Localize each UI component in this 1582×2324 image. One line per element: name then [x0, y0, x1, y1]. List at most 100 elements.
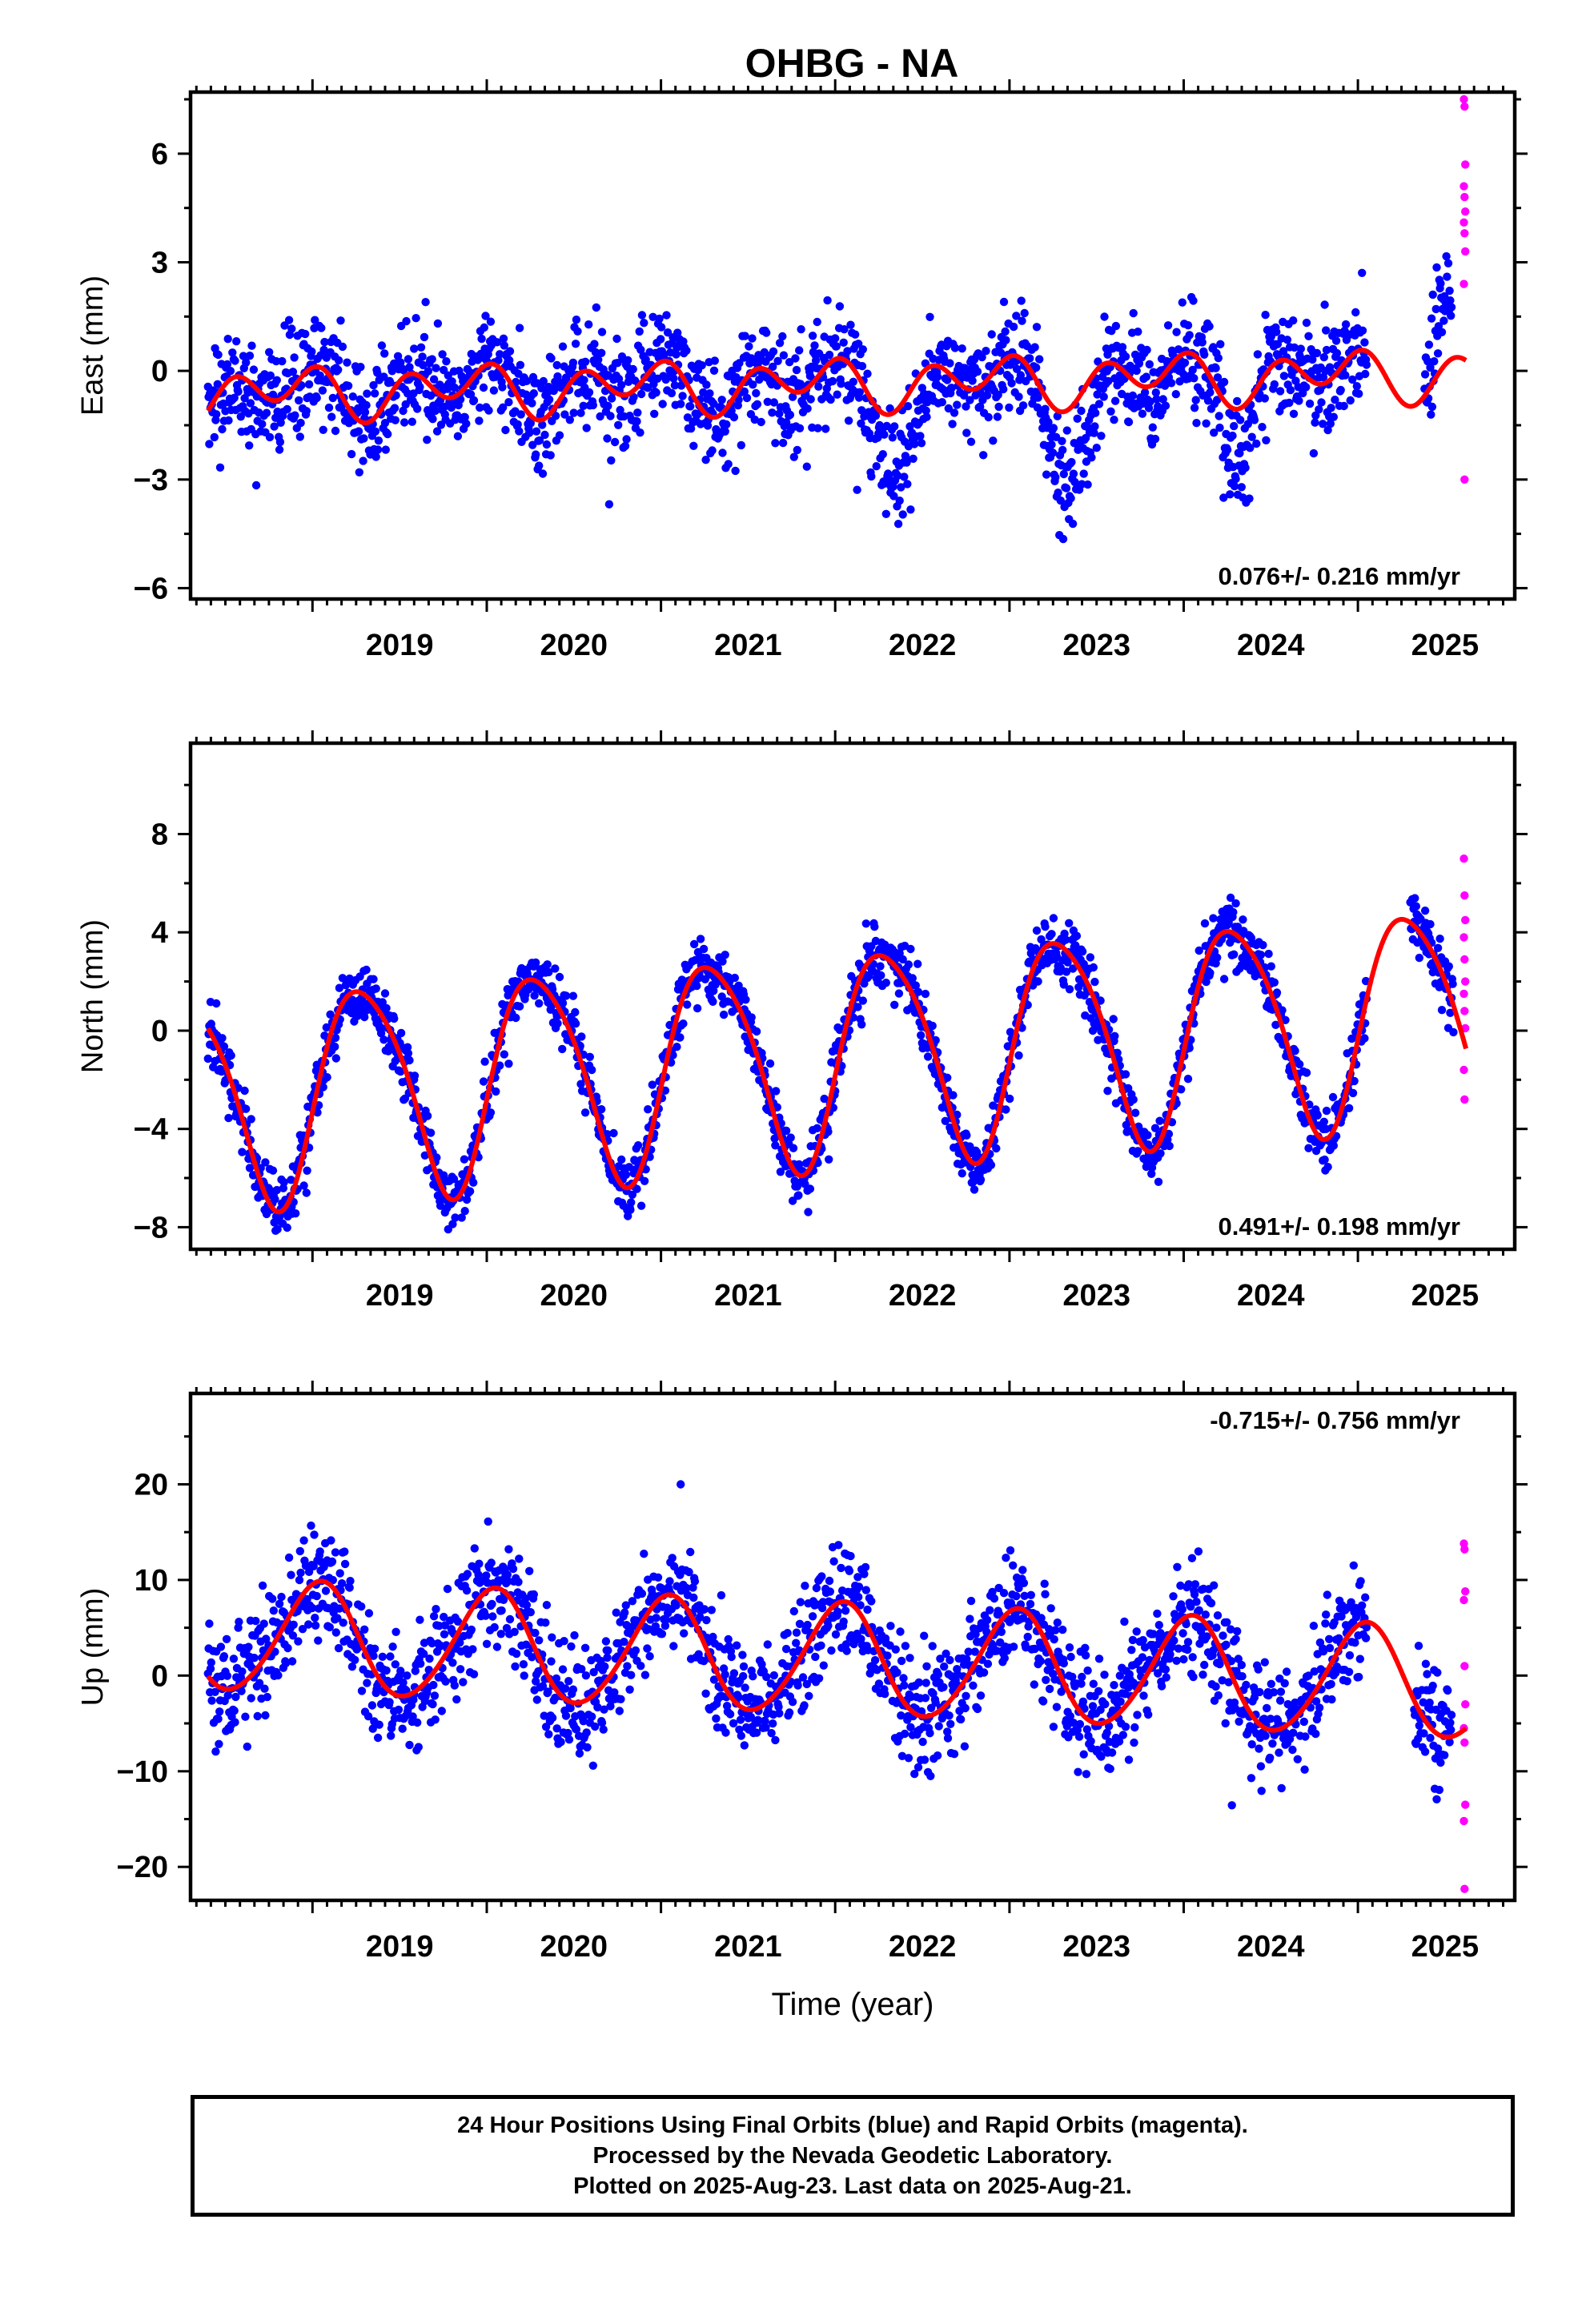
north-rapid-point [1460, 1065, 1468, 1075]
east-final-point [757, 417, 765, 427]
east-final-point [857, 362, 867, 371]
east-final-point [529, 389, 538, 398]
east-y-ticks [178, 98, 1528, 589]
east-final-point [1002, 336, 1010, 344]
east-final-point [462, 419, 471, 428]
east-final-point [239, 352, 248, 360]
east-final-point [888, 433, 897, 442]
east-final-point [565, 416, 574, 424]
east-final-point [542, 440, 552, 449]
east-final-point [369, 380, 378, 390]
up-final-point [544, 1687, 552, 1696]
east-rapid-point [1460, 102, 1469, 111]
up-final-point [514, 1578, 523, 1586]
east-final-point [1032, 323, 1042, 332]
north-final-point [789, 1144, 798, 1152]
north-y-tick-label: −4 [134, 1113, 168, 1147]
east-final-point [560, 410, 569, 419]
north-final-point [1313, 1111, 1322, 1120]
up-final-point [443, 1584, 452, 1594]
east-final-point [1062, 484, 1071, 493]
east-final-point [278, 356, 287, 366]
up-final-point [223, 1691, 232, 1700]
north-final-point [890, 1000, 899, 1010]
up-final-point [386, 1652, 395, 1661]
north-final-point [369, 975, 378, 983]
east-final-point [1180, 358, 1190, 368]
east-final-point [242, 358, 251, 367]
east-final-point [580, 357, 590, 366]
north-final-point [949, 1091, 958, 1100]
north-y-ticks [178, 783, 1528, 1228]
up-final-point [525, 1566, 534, 1576]
east-final-point [1016, 371, 1026, 380]
east-final-point [569, 408, 578, 417]
east-final-point [1054, 489, 1062, 497]
east-x-tick-label: 2022 [889, 629, 957, 662]
east-final-point [296, 418, 305, 428]
north-final-point [371, 984, 380, 993]
east-final-point [1198, 338, 1207, 347]
east-final-point [1285, 398, 1294, 408]
east-final-point [371, 452, 380, 461]
east-panel: 2019 2020 2021 2022 2023 2024 2025630−3−6East … [76, 79, 1528, 662]
north-final-point [512, 1013, 520, 1023]
up-final-point [677, 1480, 685, 1489]
east-final-point [1094, 400, 1104, 408]
north-final-point [719, 1010, 729, 1019]
east-final-point [453, 432, 463, 440]
east-final-point [396, 358, 405, 367]
east-final-point [785, 410, 795, 420]
east-final-point [432, 427, 442, 436]
east-final-point [1118, 343, 1127, 352]
east-final-point [1083, 480, 1092, 489]
up-final-point [391, 1627, 400, 1637]
north-final-point [1143, 1131, 1152, 1140]
east-final-point [247, 341, 256, 350]
north-final-point [597, 1105, 606, 1114]
east-final-point [1047, 440, 1056, 449]
east-final-point [1219, 377, 1229, 387]
east-final-point [1077, 406, 1086, 416]
east-final-point [844, 416, 853, 425]
up-final-point [222, 1634, 231, 1643]
up-final-point [580, 1643, 590, 1652]
north-final-point [881, 979, 891, 987]
up-final-point [327, 1536, 335, 1545]
north-final-point [928, 1021, 937, 1031]
east-final-point [270, 422, 279, 431]
up-final-point [375, 1720, 383, 1729]
north-final-point [1150, 1124, 1160, 1132]
up-final-point [510, 1627, 519, 1637]
up-final-point [420, 1650, 428, 1659]
up-final-point [552, 1724, 561, 1733]
east-final-point [1445, 286, 1454, 296]
up-final-point [702, 1615, 711, 1625]
north-final-point [718, 957, 727, 966]
up-final-point [428, 1699, 437, 1709]
east-rapid-point [1461, 247, 1470, 256]
east-final-point [953, 400, 962, 409]
east-final-point [708, 446, 717, 455]
up-final-point [548, 1713, 557, 1723]
east-final-point [448, 377, 456, 386]
east-final-point [1302, 383, 1311, 392]
east-final-point [479, 383, 488, 392]
up-final-point [712, 1714, 721, 1723]
up-final-point [253, 1711, 262, 1721]
east-final-point [878, 450, 888, 459]
up-final-point [511, 1662, 520, 1671]
east-final-point [1026, 354, 1034, 363]
east-final-point [1245, 494, 1254, 503]
north-y-axis-label: North (mm) [76, 919, 110, 1073]
east-rapid-point [1460, 218, 1468, 227]
east-final-point [271, 356, 281, 366]
east-final-point [890, 422, 899, 431]
east-final-point [1312, 348, 1322, 358]
east-final-point [1174, 345, 1183, 354]
north-final-point [212, 999, 221, 1008]
up-final-point [340, 1559, 350, 1569]
east-final-point [768, 408, 777, 417]
east-final-point [607, 456, 616, 465]
east-final-point [682, 346, 691, 355]
